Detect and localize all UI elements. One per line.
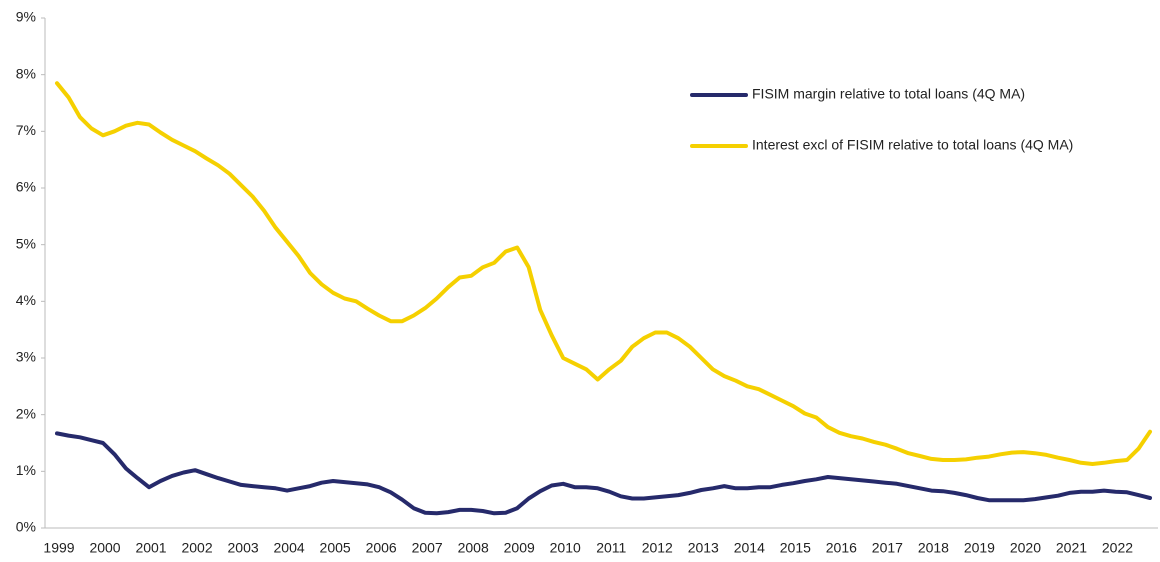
x-tick-label: 2008 xyxy=(458,540,489,556)
x-tick-label: 2004 xyxy=(274,540,305,556)
x-tick-label: 2006 xyxy=(366,540,397,556)
x-tick-label: 2017 xyxy=(872,540,903,556)
x-tick-label: 2010 xyxy=(550,540,581,556)
y-tick-label: 2% xyxy=(16,405,36,421)
x-tick-label: 2018 xyxy=(918,540,949,556)
y-tick-label: 3% xyxy=(16,349,36,365)
y-tick-label: 0% xyxy=(16,519,36,535)
series-line xyxy=(55,431,1152,516)
x-tick-label: 2002 xyxy=(181,540,212,556)
x-tick-label: 2000 xyxy=(89,540,120,556)
y-tick-label: 8% xyxy=(16,65,36,81)
x-tick-label: 2011 xyxy=(596,540,626,556)
x-tick-label: 2021 xyxy=(1056,540,1087,556)
x-tick-label: 2016 xyxy=(826,540,857,556)
y-tick-label: 1% xyxy=(16,462,36,478)
x-tick-label: 2005 xyxy=(320,540,351,556)
y-tick-label: 7% xyxy=(16,122,36,138)
x-tick-label: 2019 xyxy=(964,540,995,556)
x-tick-label: 2013 xyxy=(688,540,719,556)
x-tick-label: 2015 xyxy=(780,540,811,556)
x-tick-label: 2014 xyxy=(734,540,765,556)
y-tick-label: 6% xyxy=(16,179,36,195)
legend-label: Interest excl of FISIM relative to total… xyxy=(752,137,1073,153)
x-tick-label: 2020 xyxy=(1010,540,1041,556)
x-tick-label: 2009 xyxy=(504,540,535,556)
legend-label: FISIM margin relative to total loans (4Q… xyxy=(752,86,1025,102)
x-tick-label: 2003 xyxy=(228,540,259,556)
x-tick-label: 1999 xyxy=(43,540,74,556)
x-tick-label: 2001 xyxy=(135,540,166,556)
y-tick-label: 5% xyxy=(16,235,36,251)
y-tick-label: 9% xyxy=(16,9,36,25)
series-line xyxy=(55,81,1152,466)
y-tick-label: 4% xyxy=(16,292,36,308)
x-tick-label: 2012 xyxy=(642,540,673,556)
x-tick-label: 2007 xyxy=(412,540,443,556)
x-tick-label: 2022 xyxy=(1102,540,1133,556)
